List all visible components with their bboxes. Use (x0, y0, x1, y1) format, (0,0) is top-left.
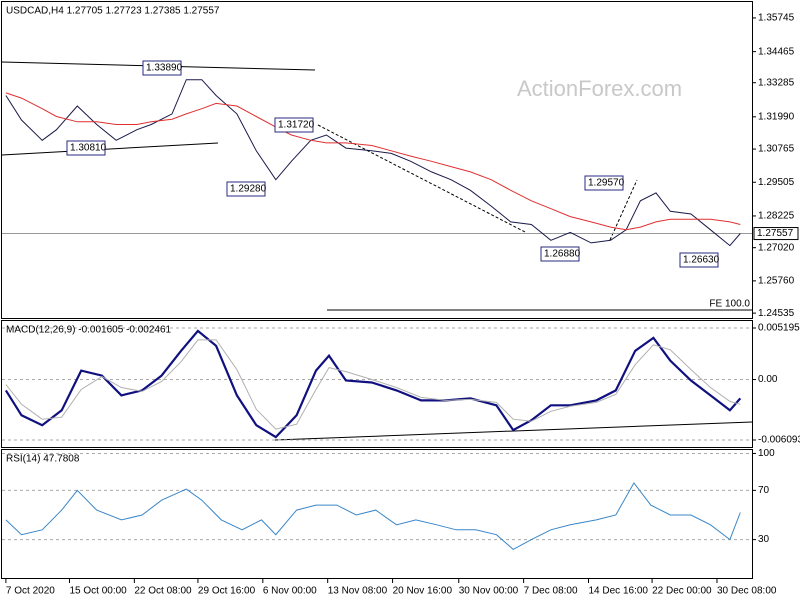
annotation: 1.26880 (544, 249, 581, 260)
x-tick-label: 22 Oct 08:00 (134, 586, 192, 597)
annotation-box (142, 60, 182, 76)
x-tick-label: 22 Dec 00:00 (652, 586, 712, 597)
y-tick-label: 30 (758, 534, 770, 545)
x-tick-label: 30 Dec 08:00 (717, 586, 777, 597)
last-price-box (753, 227, 799, 241)
trendline (609, 179, 638, 241)
y-tick-label: 70 (758, 485, 770, 496)
panel-title: USDCAD,H4 1.27705 1.27723 1.27385 1.2755… (6, 6, 220, 17)
annotation: FE 100.0 (709, 299, 750, 310)
y-tick-label: 1.35745 (758, 13, 795, 24)
y-tick-label: 1.24535 (758, 308, 795, 319)
y-tick-label: 1.25760 (758, 276, 795, 287)
annotation-box (584, 175, 624, 191)
y-tick-label: 100 (758, 448, 775, 459)
y-tick-label: -0.006093 (758, 435, 800, 446)
y-tick-label: 1.31990 (758, 111, 795, 122)
annotation: 1.26630 (683, 255, 720, 266)
y-tick-label: 1.30765 (758, 144, 795, 155)
x-tick-label: 13 Nov 08:00 (328, 586, 388, 597)
rsi-panel (1, 449, 753, 579)
series-line (5, 339, 741, 430)
x-tick-label: 15 Oct 00:00 (69, 586, 127, 597)
x-tick-label: 14 Dec 16:00 (589, 586, 649, 597)
x-tick-label: 30 Nov 00:00 (459, 586, 519, 597)
annotation: 1.33890 (146, 63, 183, 74)
annotation: 1.29280 (230, 184, 267, 195)
macd-panel (1, 320, 753, 448)
watermark: ActionForex.com (517, 76, 682, 101)
y-tick-label: 1.33285 (758, 77, 795, 88)
annotation-box (274, 117, 314, 133)
series-line (4, 329, 742, 439)
y-tick-label: 0.00 (758, 374, 778, 385)
y-tick-label: 1.34465 (758, 46, 795, 57)
x-tick-label: 20 Nov 16:00 (393, 586, 453, 597)
annotation: 1.29570 (588, 178, 625, 189)
annotation-box (226, 181, 266, 197)
x-tick-label: 29 Oct 16:00 (198, 586, 256, 597)
series-line (5, 92, 741, 231)
annotation-box (679, 252, 719, 268)
series-line (5, 482, 741, 551)
x-tick-label: 7 Dec 08:00 (524, 586, 578, 597)
y-tick-label: 0.005195 (758, 323, 800, 334)
annotation-box (540, 246, 580, 262)
last-price-label: 1.27557 (757, 228, 794, 239)
x-tick-label: 7 Oct 2020 (6, 586, 55, 597)
annotation: 1.30810 (70, 143, 107, 154)
trendline (317, 124, 526, 233)
annotation-box (66, 140, 106, 156)
y-tick-label: 1.29505 (758, 177, 795, 188)
series-line (5, 79, 741, 247)
y-tick-label: 1.28225 (758, 211, 795, 222)
y-tick-label: 1.27020 (758, 242, 795, 253)
trendline (1, 142, 219, 156)
price-panel (1, 1, 753, 319)
panel-title: RSI(14) 47.7808 (6, 454, 80, 465)
annotation: 1.31720 (278, 120, 315, 131)
x-tick-label: 6 Nov 00:00 (263, 586, 317, 597)
panel-title: MACD(12,26,9) -0.001605 -0.002461 (6, 325, 172, 336)
